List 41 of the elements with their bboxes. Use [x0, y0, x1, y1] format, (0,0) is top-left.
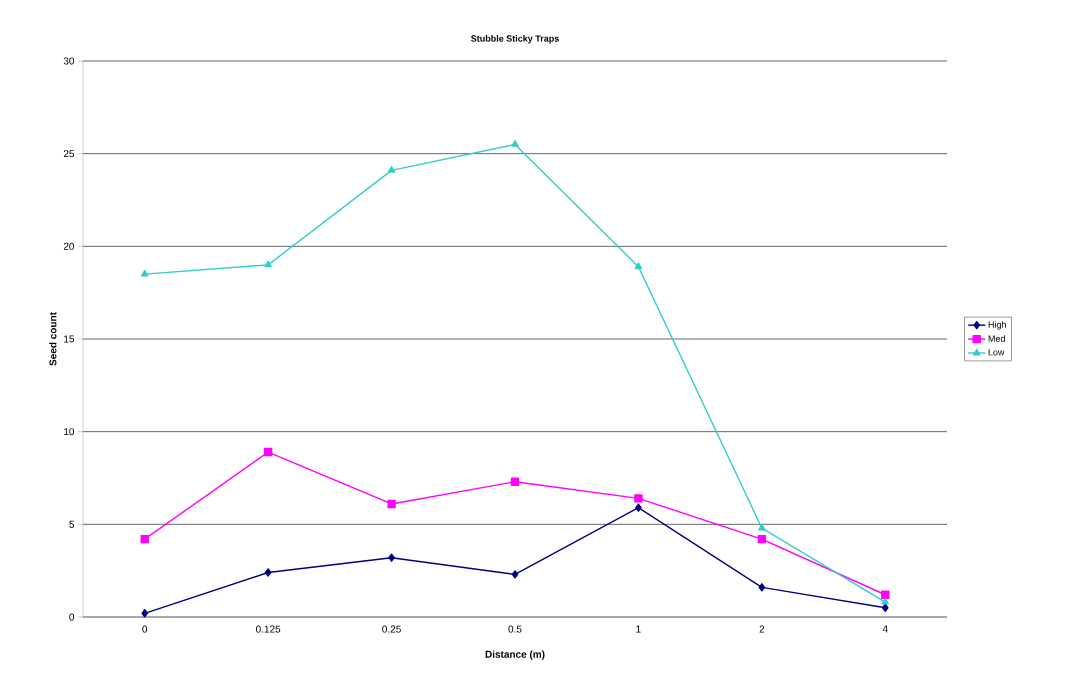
x-tick-label: 2 [759, 625, 765, 633]
x-tick-label: 0.125 [256, 625, 281, 633]
legend-label: Med [988, 335, 1005, 342]
y-tick-label: 25 [63, 150, 75, 158]
legend-label: Low [988, 349, 1005, 356]
y-tick-label: 5 [69, 520, 75, 528]
point [141, 609, 149, 618]
y-tick-label: 0 [69, 613, 75, 621]
point [881, 590, 890, 599]
point [264, 568, 272, 577]
point [263, 447, 273, 457]
point [511, 570, 519, 579]
legend-label: High [988, 321, 1006, 330]
point [881, 603, 889, 612]
point [758, 523, 766, 531]
x-tick-label: 1 [636, 625, 641, 633]
y-tick-label: 30 [63, 57, 75, 65]
point [388, 553, 395, 562]
chart-title: Stubble Sticky Traps [471, 35, 559, 44]
point [757, 534, 767, 544]
x-tick-label: 0 [142, 625, 148, 633]
y-tick-label: 15 [64, 335, 75, 343]
point [881, 597, 890, 605]
y-tick-label: 10 [64, 428, 75, 436]
point [140, 269, 149, 277]
x-tick-label: 0.5 [508, 625, 522, 633]
x-tick-label: 0.25 [382, 625, 401, 633]
point [635, 503, 642, 512]
point [758, 583, 766, 592]
y-tick-label: 20 [63, 242, 75, 250]
point [387, 499, 396, 509]
point [140, 534, 149, 544]
point [634, 494, 643, 503]
point [634, 262, 643, 270]
x-tick-label: 4 [882, 625, 888, 633]
point [510, 477, 520, 486]
point [511, 140, 519, 147]
y-axis-title: Seed count [49, 312, 57, 366]
x-axis-title: Distance (m) [485, 650, 545, 660]
point [387, 166, 396, 173]
point [264, 260, 272, 268]
